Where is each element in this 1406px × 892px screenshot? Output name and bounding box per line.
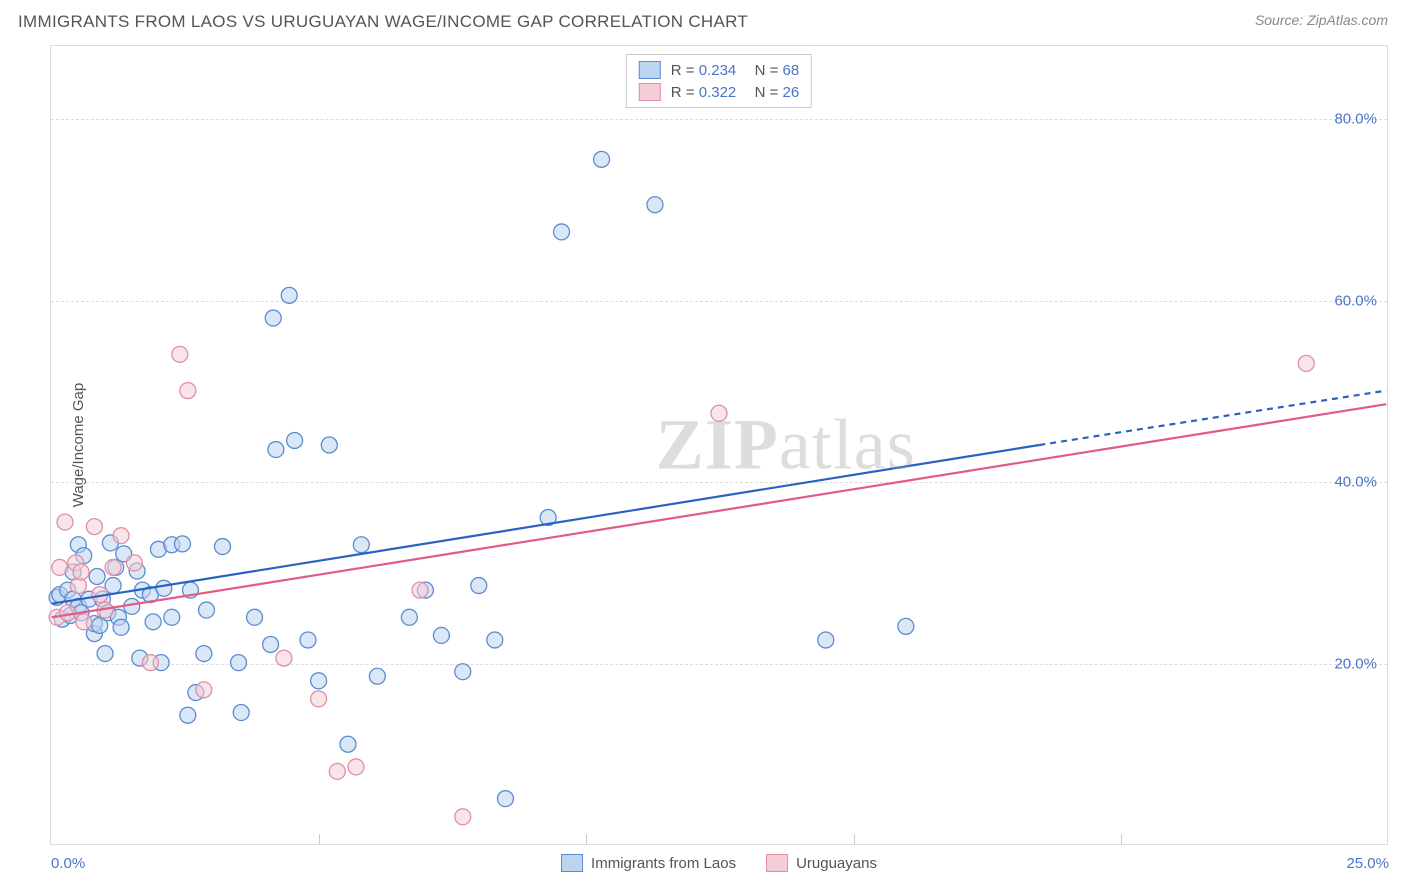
scatter-point <box>311 673 327 689</box>
scatter-point <box>311 691 327 707</box>
scatter-point <box>86 519 102 535</box>
scatter-point <box>142 655 158 671</box>
trend-line <box>52 404 1387 617</box>
scatter-point <box>215 539 231 555</box>
scatter-point <box>52 559 68 575</box>
trend-line-ext <box>1039 391 1386 445</box>
scatter-point <box>711 405 727 421</box>
scatter-point <box>113 619 129 635</box>
scatter-point <box>57 514 73 530</box>
trend-line <box>52 445 1040 604</box>
scatter-point <box>199 602 215 618</box>
scatter-point <box>353 537 369 553</box>
scatter-point <box>268 442 284 458</box>
scatter-point <box>433 627 449 643</box>
scatter-point <box>647 197 663 213</box>
scatter-point <box>471 578 487 594</box>
scatter-point <box>554 224 570 240</box>
scatter-point <box>348 759 364 775</box>
x-tick-mark <box>854 834 855 844</box>
scatter-point <box>233 705 249 721</box>
x-tick-mark <box>1121 834 1122 844</box>
scatter-point <box>321 437 337 453</box>
scatter-point <box>300 632 316 648</box>
scatter-point <box>594 151 610 167</box>
scatter-point <box>180 383 196 399</box>
scatter-point <box>126 555 142 571</box>
source-label: Source: ZipAtlas.com <box>1255 12 1388 28</box>
scatter-point <box>164 609 180 625</box>
scatter-point <box>287 432 303 448</box>
scatter-point <box>401 609 417 625</box>
scatter-point <box>263 637 279 653</box>
scatter-point <box>412 582 428 598</box>
scatter-point <box>276 650 292 666</box>
scatter-point <box>455 809 471 825</box>
scatter-point <box>329 763 345 779</box>
scatter-point <box>174 536 190 552</box>
legend-swatch-laos-b <box>561 854 583 872</box>
scatter-point <box>97 646 113 662</box>
legend-row-uruguay: R = 0.322 N = 26 <box>639 83 799 101</box>
scatter-point <box>105 559 121 575</box>
scatter-point <box>455 664 471 680</box>
scatter-plot <box>51 46 1387 844</box>
legend-row-laos: R = 0.234 N = 68 <box>639 61 799 79</box>
scatter-point <box>145 614 161 630</box>
x-tick-label: 0.0% <box>51 855 85 872</box>
scatter-point <box>196 682 212 698</box>
scatter-point <box>818 632 834 648</box>
scatter-point <box>172 346 188 362</box>
chart-title: IMMIGRANTS FROM LAOS VS URUGUAYAN WAGE/I… <box>18 12 748 32</box>
scatter-point <box>73 564 89 580</box>
scatter-point <box>898 618 914 634</box>
scatter-point <box>247 609 263 625</box>
legend-swatch-uruguay <box>639 83 661 101</box>
legend-swatch-laos <box>639 61 661 79</box>
legend-item-uruguay: Uruguayans <box>766 854 877 872</box>
legend-stats: R = 0.234 N = 68 R = 0.322 N = 26 <box>626 54 812 108</box>
scatter-point <box>340 736 356 752</box>
scatter-point <box>265 310 281 326</box>
scatter-point <box>180 707 196 723</box>
x-tick-mark <box>586 834 587 844</box>
x-tick-mark <box>319 834 320 844</box>
scatter-point <box>281 287 297 303</box>
scatter-point <box>1298 355 1314 371</box>
scatter-point <box>196 646 212 662</box>
scatter-point <box>369 668 385 684</box>
legend-series: Immigrants from Laos Uruguayans <box>561 854 877 872</box>
legend-swatch-uruguay-b <box>766 854 788 872</box>
scatter-point <box>231 655 247 671</box>
chart-area: Wage/Income Gap 20.0%40.0%60.0%80.0% ZIP… <box>50 45 1388 845</box>
scatter-point <box>497 791 513 807</box>
scatter-point <box>89 569 105 585</box>
legend-item-laos: Immigrants from Laos <box>561 854 736 872</box>
x-tick-label: 25.0% <box>1346 855 1389 872</box>
scatter-point <box>487 632 503 648</box>
scatter-point <box>113 528 129 544</box>
scatter-point <box>156 580 172 596</box>
scatter-point <box>76 614 92 630</box>
